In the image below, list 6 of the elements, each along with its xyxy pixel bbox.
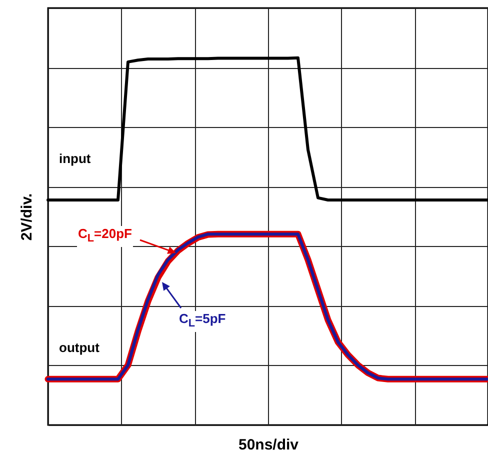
y-axis-title: 2V/div.	[18, 193, 36, 241]
text: C$_{L}$=20pF	[77, 226, 133, 247]
annotation: output	[58, 340, 100, 355]
text: input	[58, 151, 92, 166]
legend-label: C$_{L}$=5pF	[178, 311, 227, 332]
x-axis-title: 50ns/div	[238, 436, 300, 454]
